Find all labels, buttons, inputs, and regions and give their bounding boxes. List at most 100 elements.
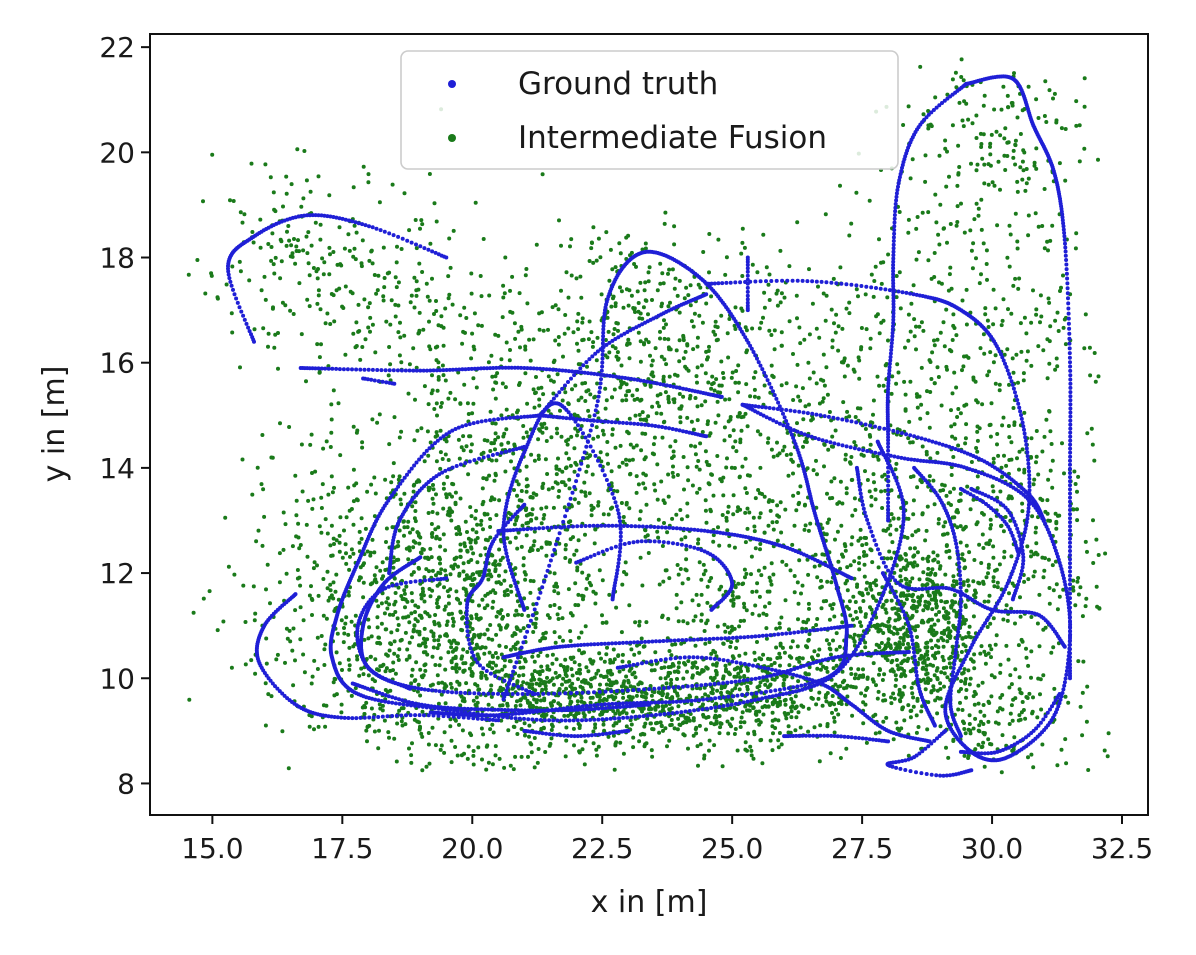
intermediate-fusion-point	[929, 276, 934, 281]
intermediate-fusion-point	[392, 576, 397, 581]
intermediate-fusion-point	[744, 382, 749, 387]
intermediate-fusion-point	[925, 582, 930, 587]
intermediate-fusion-point	[579, 695, 584, 700]
intermediate-fusion-point	[335, 631, 340, 636]
intermediate-fusion-point	[556, 342, 561, 347]
intermediate-fusion-point	[658, 392, 663, 397]
intermediate-fusion-point	[475, 570, 480, 575]
intermediate-fusion-point	[847, 233, 852, 238]
intermediate-fusion-point	[418, 726, 422, 731]
intermediate-fusion-point	[539, 506, 544, 511]
intermediate-fusion-point	[446, 458, 451, 462]
intermediate-fusion-point	[359, 536, 364, 541]
intermediate-fusion-point	[501, 434, 506, 439]
intermediate-fusion-point	[483, 546, 488, 551]
intermediate-fusion-point	[591, 729, 596, 734]
intermediate-fusion-point	[396, 557, 401, 562]
intermediate-fusion-point	[791, 352, 795, 356]
intermediate-fusion-point	[480, 597, 485, 602]
intermediate-fusion-point	[926, 210, 931, 215]
intermediate-fusion-point	[914, 226, 919, 231]
intermediate-fusion-point	[587, 414, 592, 419]
intermediate-fusion-point	[391, 474, 396, 479]
intermediate-fusion-point	[876, 565, 881, 570]
intermediate-fusion-point	[945, 599, 949, 604]
intermediate-fusion-point	[524, 489, 529, 494]
intermediate-fusion-point	[934, 612, 938, 617]
intermediate-fusion-point	[697, 723, 702, 728]
intermediate-fusion-point	[460, 628, 465, 633]
intermediate-fusion-point	[423, 650, 428, 655]
intermediate-fusion-point	[689, 443, 693, 448]
intermediate-fusion-point	[723, 272, 728, 277]
intermediate-fusion-point	[879, 260, 883, 265]
intermediate-fusion-point	[1042, 187, 1047, 191]
intermediate-fusion-point	[470, 578, 475, 583]
intermediate-fusion-point	[920, 593, 924, 598]
intermediate-fusion-point	[926, 700, 931, 705]
intermediate-fusion-point	[919, 709, 924, 714]
intermediate-fusion-point	[498, 627, 503, 632]
intermediate-fusion-point	[938, 681, 943, 686]
intermediate-fusion-point	[889, 695, 893, 700]
intermediate-fusion-point	[668, 444, 673, 449]
intermediate-fusion-point	[446, 296, 451, 301]
intermediate-fusion-point	[625, 429, 630, 434]
intermediate-fusion-point	[745, 666, 750, 671]
intermediate-fusion-point	[906, 312, 911, 317]
intermediate-fusion-point	[470, 599, 475, 604]
intermediate-fusion-point	[683, 535, 688, 540]
intermediate-fusion-point	[959, 75, 964, 79]
intermediate-fusion-point	[429, 555, 434, 560]
intermediate-fusion-point	[895, 663, 900, 668]
intermediate-fusion-point	[454, 596, 459, 601]
intermediate-fusion-point	[959, 57, 964, 62]
intermediate-fusion-point	[537, 403, 542, 408]
intermediate-fusion-point	[365, 725, 370, 729]
intermediate-fusion-point	[911, 498, 916, 503]
intermediate-fusion-point	[468, 540, 473, 545]
intermediate-fusion-point	[443, 667, 448, 672]
intermediate-fusion-point	[443, 701, 448, 706]
intermediate-fusion-point	[670, 470, 675, 475]
intermediate-fusion-point	[332, 676, 337, 681]
intermediate-fusion-point	[396, 658, 401, 662]
intermediate-fusion-point	[770, 748, 775, 753]
intermediate-fusion-point	[469, 733, 474, 738]
intermediate-fusion-point	[329, 402, 334, 407]
intermediate-fusion-point	[829, 444, 834, 449]
intermediate-fusion-point	[782, 677, 787, 682]
intermediate-fusion-point	[403, 605, 407, 610]
intermediate-fusion-point	[473, 702, 478, 707]
intermediate-fusion-point	[339, 702, 344, 707]
intermediate-fusion-point	[433, 613, 438, 617]
intermediate-fusion-point	[513, 336, 518, 341]
intermediate-fusion-point	[438, 428, 443, 433]
intermediate-fusion-point	[936, 517, 941, 522]
intermediate-fusion-point	[842, 374, 847, 379]
intermediate-fusion-point	[374, 598, 379, 603]
intermediate-fusion-point	[525, 401, 530, 406]
intermediate-fusion-point	[532, 765, 537, 770]
intermediate-fusion-point	[919, 480, 924, 485]
intermediate-fusion-point	[414, 660, 419, 665]
intermediate-fusion-point	[458, 601, 463, 606]
intermediate-fusion-point	[920, 444, 925, 449]
intermediate-fusion-point	[419, 731, 424, 736]
intermediate-fusion-point	[490, 374, 495, 379]
intermediate-fusion-point	[375, 420, 380, 425]
intermediate-fusion-point	[835, 529, 840, 534]
intermediate-fusion-point	[980, 402, 985, 407]
intermediate-fusion-point	[1020, 159, 1025, 164]
intermediate-fusion-point	[740, 226, 745, 231]
intermediate-fusion-point	[955, 525, 960, 530]
intermediate-fusion-point	[889, 701, 894, 706]
intermediate-fusion-point	[431, 501, 436, 506]
intermediate-fusion-point	[947, 272, 952, 277]
intermediate-fusion-point	[395, 654, 400, 659]
intermediate-fusion-point	[517, 468, 522, 473]
intermediate-fusion-point	[825, 579, 830, 584]
intermediate-fusion-point	[859, 345, 864, 350]
intermediate-fusion-point	[472, 311, 477, 316]
intermediate-fusion-point	[436, 323, 441, 328]
